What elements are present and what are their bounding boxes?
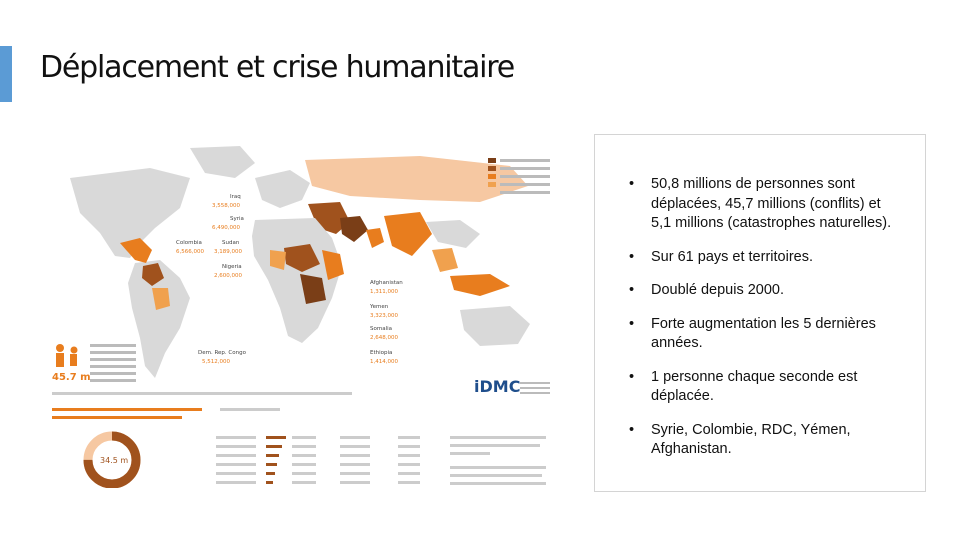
map-legend (488, 158, 550, 195)
donut-figure: 34.5 m (100, 456, 128, 465)
bullet-dot: • (629, 315, 635, 332)
callout-nigeria: Nigeria 2,600,000 (214, 264, 242, 279)
callout-syria: Syria 6,490,000 (212, 216, 244, 231)
idmc-infographic: Iraq 3,558,000 Syria 6,490,000 Colombia 6,5… (40, 138, 560, 488)
callout-afghanistan: Afghanistan 1,311,000 (370, 280, 403, 295)
svg-text:Sudan: Sudan (222, 240, 240, 246)
bullet-panel: • 50,8 millions de personnes sont déplacé… (594, 134, 926, 492)
svg-text:3,323,000: 3,323,000 (370, 313, 398, 319)
total-figure: 45.7 m (52, 372, 91, 383)
person-icon-body (56, 353, 64, 367)
person-icon (56, 344, 64, 352)
svg-text:5,512,000: 5,512,000 (202, 359, 230, 365)
svg-text:Nigeria: Nigeria (222, 264, 242, 270)
svg-text:1,414,000: 1,414,000 (370, 359, 398, 365)
bullet-item: • Forte augmentation les 5 dernières anné… (625, 315, 899, 354)
bullet-dot: • (629, 282, 635, 298)
country-table (216, 436, 546, 485)
svg-text:2,648,000: 2,648,000 (370, 335, 398, 341)
subheading-line (52, 408, 202, 411)
svg-text:3,558,000: 3,558,000 (212, 203, 240, 209)
title-accent-bar (0, 46, 12, 102)
bullet-item: • Sur 61 pays et territoires. (625, 248, 899, 268)
svg-text:Colombia: Colombia (176, 240, 202, 246)
country-callouts: Iraq 3,558,000 Syria 6,490,000 Colombia 6,5… (176, 194, 403, 365)
svg-text:Syria: Syria (230, 216, 244, 222)
svg-text:Afghanistan: Afghanistan (370, 280, 403, 286)
total-block: 45.7 m (52, 344, 136, 383)
svg-text:Ethiopia: Ethiopia (370, 350, 392, 356)
bullet-item: • 1 personne chaque seconde est déplacée. (625, 368, 899, 407)
callout-drc: Dem. Rep. Congo 5,512,000 (198, 350, 247, 365)
callout-sudan: Sudan 3,189,000 (214, 240, 242, 255)
callout-yemen: Yemen 3,323,000 (369, 304, 398, 319)
svg-text:Yemen: Yemen (369, 304, 389, 310)
bullet-dot: • (629, 176, 635, 192)
bullet-text: 50,8 millions de personnes sont déplacée… (651, 176, 892, 231)
svg-text:Iraq: Iraq (230, 194, 241, 200)
footnote-line (52, 392, 352, 395)
person-icon-body (70, 354, 77, 366)
world-map (40, 138, 560, 488)
bullet-text: Sur 61 pays et territoires. (651, 248, 813, 265)
callout-somalia: Somalia 2,648,000 (370, 326, 398, 341)
bullet-dot: • (629, 421, 635, 438)
bullet-text: Forte augmentation les 5 dernières année… (651, 315, 876, 352)
infographic-graphic: Iraq 3,558,000 Syria 6,490,000 Colombia 6,5… (40, 138, 560, 488)
bullet-text: Syrie, Colombie, RDC, Yémen, Afghanistan… (651, 421, 851, 458)
bullet-text: Doublé depuis 2000. (651, 282, 785, 298)
svg-text:3,189,000: 3,189,000 (214, 249, 242, 255)
bullet-dot: • (629, 248, 635, 265)
svg-text:Dem. Rep. Congo: Dem. Rep. Congo (198, 350, 247, 356)
svg-text:1,311,000: 1,311,000 (370, 289, 398, 295)
bullet-list: • 50,8 millions de personnes sont déplacé… (595, 135, 925, 460)
donut-chart: 34.5 m (83, 431, 141, 488)
svg-text:2,600,000: 2,600,000 (214, 273, 242, 279)
bullet-item: • Doublé depuis 2000. (625, 281, 899, 301)
callout-iraq: Iraq 3,558,000 (212, 194, 241, 209)
bullet-item: • Syrie, Colombie, RDC, Yémen, Afghanista… (625, 421, 899, 460)
callout-ethiopia: Ethiopia 1,414,000 (370, 350, 398, 365)
bullet-dot: • (629, 368, 635, 385)
callout-colombia: Colombia 6,566,000 (176, 240, 204, 255)
bullet-text: 1 personne chaque seconde est déplacée. (651, 368, 858, 405)
slide-title: Déplacement et crise humanitaire (40, 50, 515, 85)
svg-text:Somalia: Somalia (370, 326, 392, 332)
person-icon (70, 346, 78, 354)
svg-text:6,566,000: 6,566,000 (176, 249, 204, 255)
idmc-logo: iDMC (474, 377, 520, 396)
bullet-item: • 50,8 millions de personnes sont déplacé… (625, 175, 899, 234)
svg-text:6,490,000: 6,490,000 (212, 225, 240, 231)
